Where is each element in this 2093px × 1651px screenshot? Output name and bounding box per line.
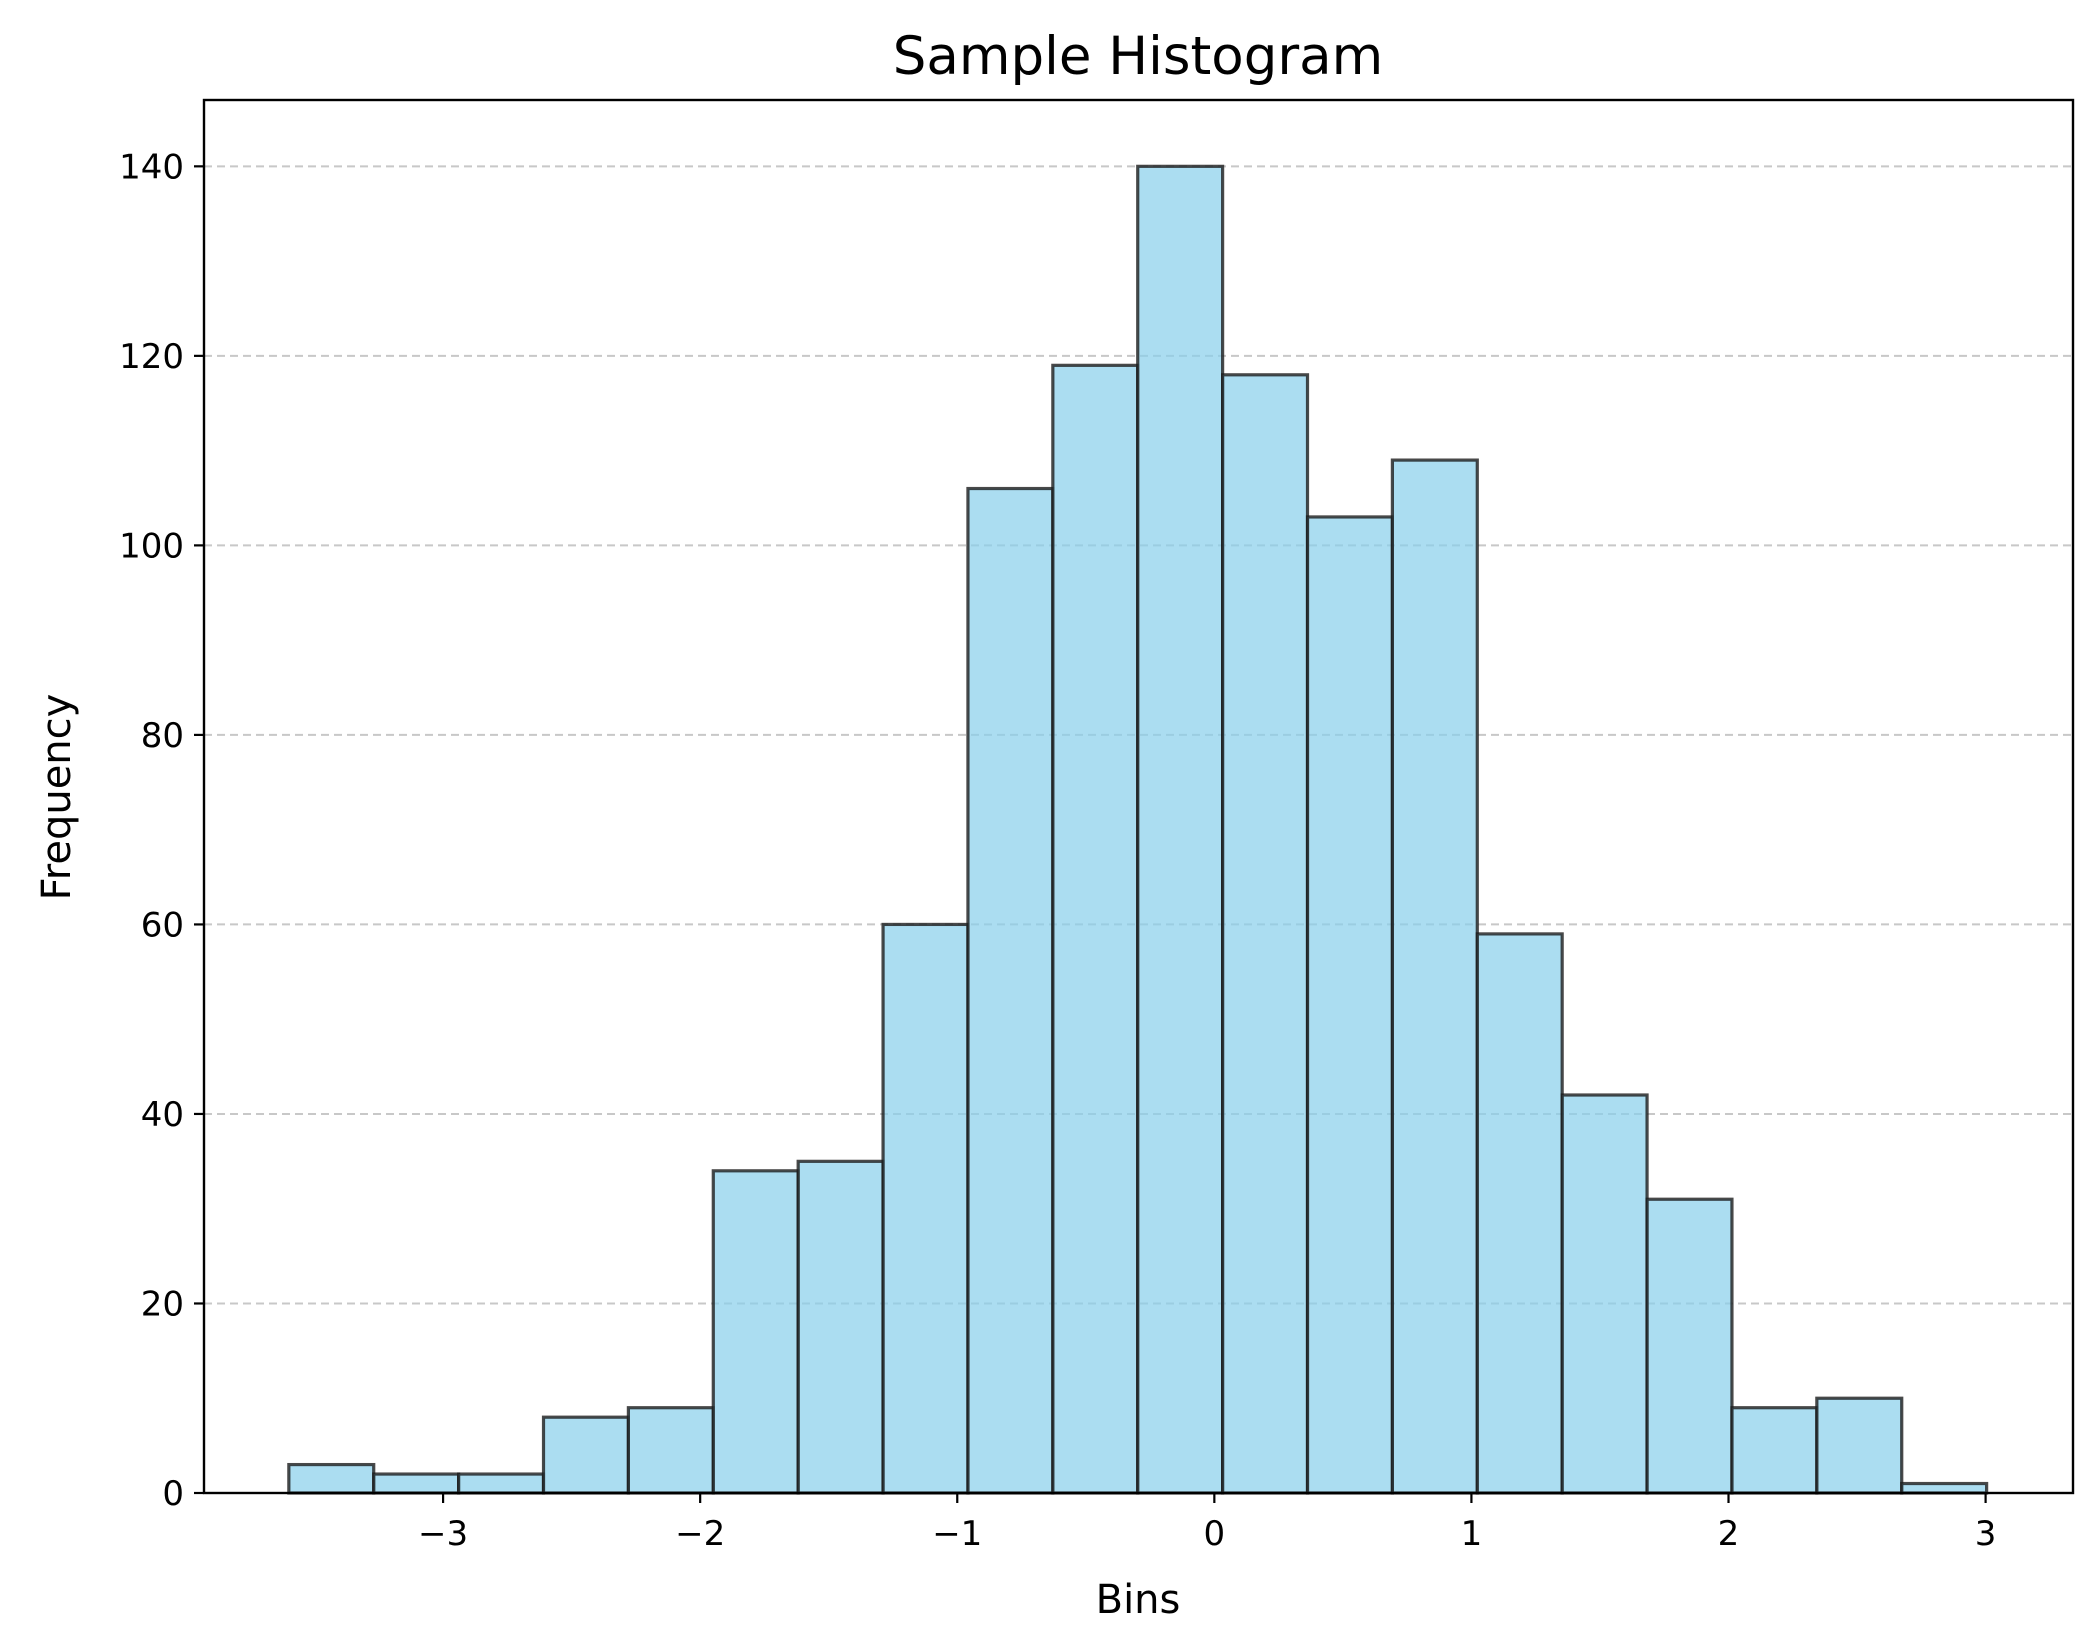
histogram-bar [711, 1169, 800, 1495]
y-tick-label: 0 [162, 1474, 184, 1514]
histogram-bar [1221, 373, 1310, 1495]
histogram-bar [372, 1472, 461, 1495]
y-tick-label: 60 [141, 905, 184, 945]
bars [287, 164, 1989, 1495]
x-tick-label: −1 [932, 1514, 982, 1554]
histogram-bar [1815, 1396, 1904, 1495]
x-axis-ticks: −3 −2 −1 0 1 2 3 [418, 1493, 1996, 1554]
histogram-bar [1560, 1093, 1649, 1495]
histogram-bar [541, 1415, 630, 1495]
histogram-bar [1390, 458, 1479, 1495]
x-tick-label: −3 [418, 1514, 468, 1554]
histogram-bar [1900, 1481, 1989, 1495]
y-axis-label: Frequency [34, 694, 80, 901]
x-tick-label: 0 [1204, 1514, 1226, 1554]
y-tick-label: 80 [141, 716, 184, 756]
y-tick-label: 100 [119, 526, 184, 566]
y-tick-label: 120 [119, 337, 184, 377]
x-axis-label: Bins [1096, 1577, 1181, 1623]
histogram-bar [881, 922, 970, 1495]
histogram-bar [1475, 932, 1564, 1495]
histogram-bar [287, 1462, 376, 1495]
y-axis-ticks: 0 20 40 60 80 100 120 140 [119, 147, 204, 1514]
plot-frame [202, 98, 2075, 1495]
x-tick-label: 2 [1718, 1514, 1740, 1554]
histogram-bar [1305, 515, 1394, 1495]
histogram-bar [1645, 1197, 1734, 1495]
x-tick-label: 3 [1975, 1514, 1997, 1554]
y-tick-label: 140 [119, 147, 184, 187]
x-tick-label: 1 [1461, 1514, 1483, 1554]
histogram-bar [796, 1159, 885, 1495]
chart-title: Sample Histogram [893, 26, 1384, 87]
histogram-bar [1730, 1406, 1819, 1495]
x-tick-label: −2 [675, 1514, 725, 1554]
histogram-bar [966, 486, 1055, 1495]
histogram-bar [1136, 164, 1225, 1495]
histogram-bar [457, 1472, 546, 1495]
histogram-bar [626, 1406, 715, 1495]
histogram-bar [1051, 363, 1140, 1495]
y-tick-label: 40 [141, 1095, 184, 1135]
y-tick-label: 20 [141, 1284, 184, 1324]
